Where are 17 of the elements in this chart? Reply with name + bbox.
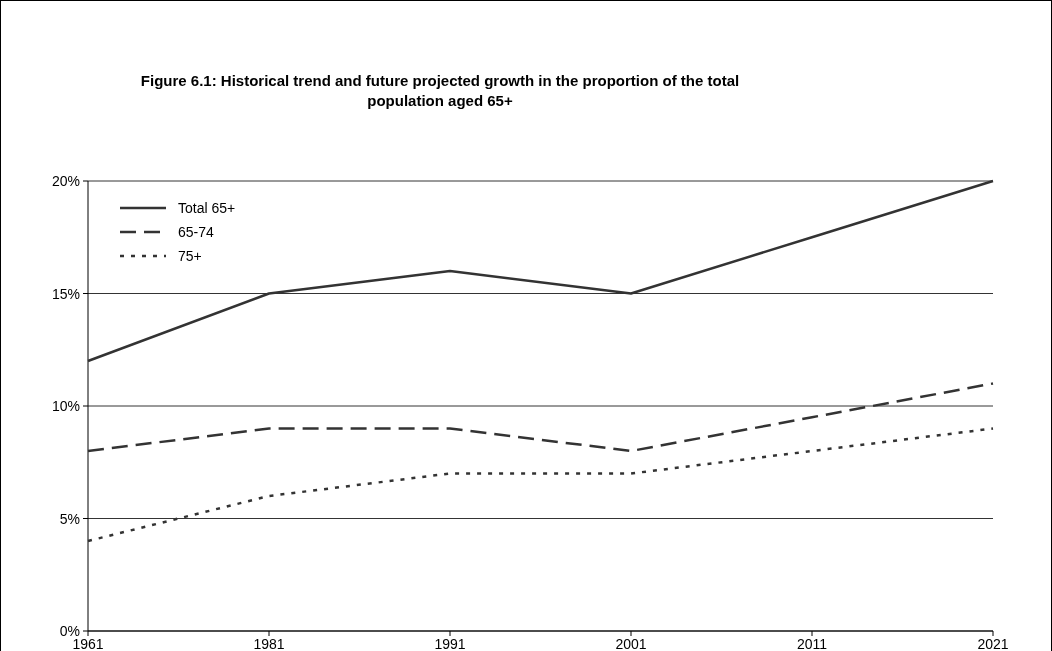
y-tick-label: 20% bbox=[51, 173, 80, 189]
x-tick-label: 1991 bbox=[434, 636, 466, 651]
x-tick-label: 2021 bbox=[977, 636, 1009, 651]
y-tick-label: 0% bbox=[59, 623, 80, 639]
x-tick-label: 1961 bbox=[72, 636, 104, 651]
chart-title: Figure 6.1: Historical trend and future projected growth in the proportion of the total population aged 65+ bbox=[140, 72, 740, 109]
line-series bbox=[86, 427, 995, 543]
y-tick-label: 10% bbox=[51, 398, 80, 414]
x-tick-label: 1981 bbox=[253, 636, 285, 651]
y-tick-label: 5% bbox=[59, 510, 80, 527]
x-tick-label: 2001 bbox=[615, 636, 647, 651]
legend-label: 65-74 bbox=[178, 224, 215, 240]
x-tick-label: 2011 bbox=[796, 636, 828, 651]
legend-label: Total 65+ bbox=[178, 200, 236, 216]
y-tick-label: 15% bbox=[51, 285, 80, 302]
legend-label: 75+ bbox=[178, 248, 202, 264]
line-series bbox=[86, 382, 995, 453]
